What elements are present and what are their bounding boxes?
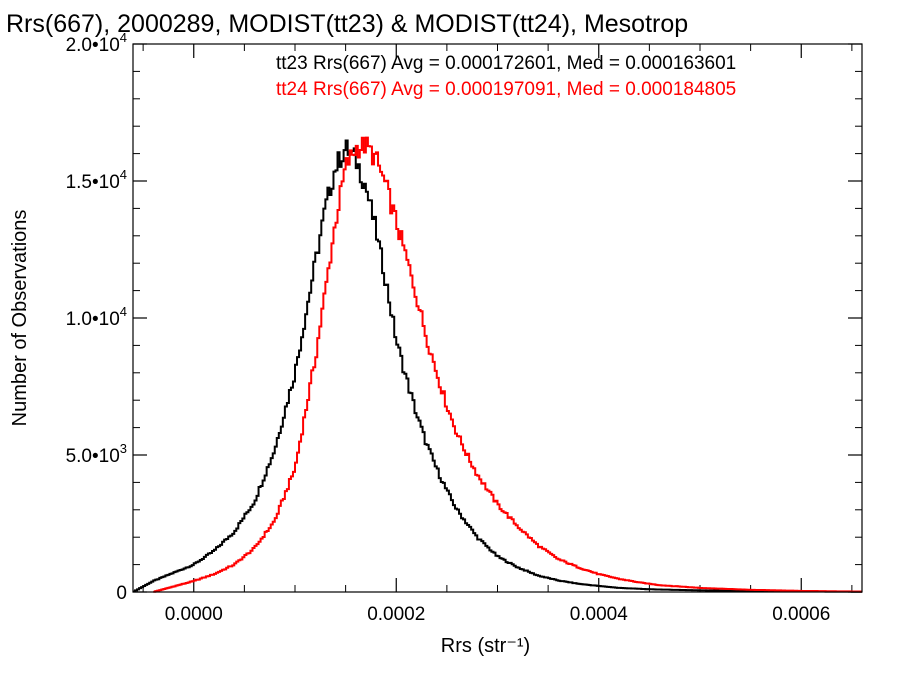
x-tick-label: 0.0000 <box>165 604 223 625</box>
y-tick-mantissa: 1.0•10 <box>66 309 120 330</box>
chart-title: Rrs(667), 2000289, MODIST(tt23) & MODIST… <box>6 10 688 38</box>
series-line-0 <box>133 139 862 593</box>
y-tick-label: 5.0•103 <box>66 441 127 467</box>
y-tick-exponent: 3 <box>120 441 127 456</box>
stats-annotation-tt23: tt23 Rrs(667) Avg = 0.000172601, Med = 0… <box>276 53 736 74</box>
y-tick-exponent: 4 <box>120 304 127 319</box>
x-tick-label: 0.0002 <box>367 604 425 625</box>
y-tick-mantissa: 5.0•10 <box>66 446 120 467</box>
y-tick-exponent: 4 <box>120 30 127 45</box>
x-axis-title: Rrs (str⁻¹) <box>441 635 530 657</box>
y-tick-mantissa: 1.5•10 <box>66 172 120 193</box>
series-line-1 <box>153 136 862 593</box>
y-tick-label: 0 <box>116 583 127 604</box>
series-layer <box>133 136 862 593</box>
x-axis: 0.0000 0.0002 0.0004 0.0006 <box>142 44 853 625</box>
y-tick-mantissa: 2.0•10 <box>66 35 120 56</box>
y-tick-label: 1.5•104 <box>66 167 127 193</box>
plot-frame <box>132 43 863 593</box>
y-tick-label: 2.0•104 <box>66 30 127 56</box>
y-axis-title: Number of Observations <box>9 210 31 427</box>
x-tick-label: 0.0006 <box>772 604 830 625</box>
y-tick-exponent: 4 <box>120 167 127 182</box>
stats-annotation-tt24: tt24 Rrs(667) Avg = 0.000197091, Med = 0… <box>276 79 736 100</box>
x-tick-label: 0.0004 <box>570 604 629 625</box>
y-tick-label: 1.0•104 <box>66 304 127 330</box>
